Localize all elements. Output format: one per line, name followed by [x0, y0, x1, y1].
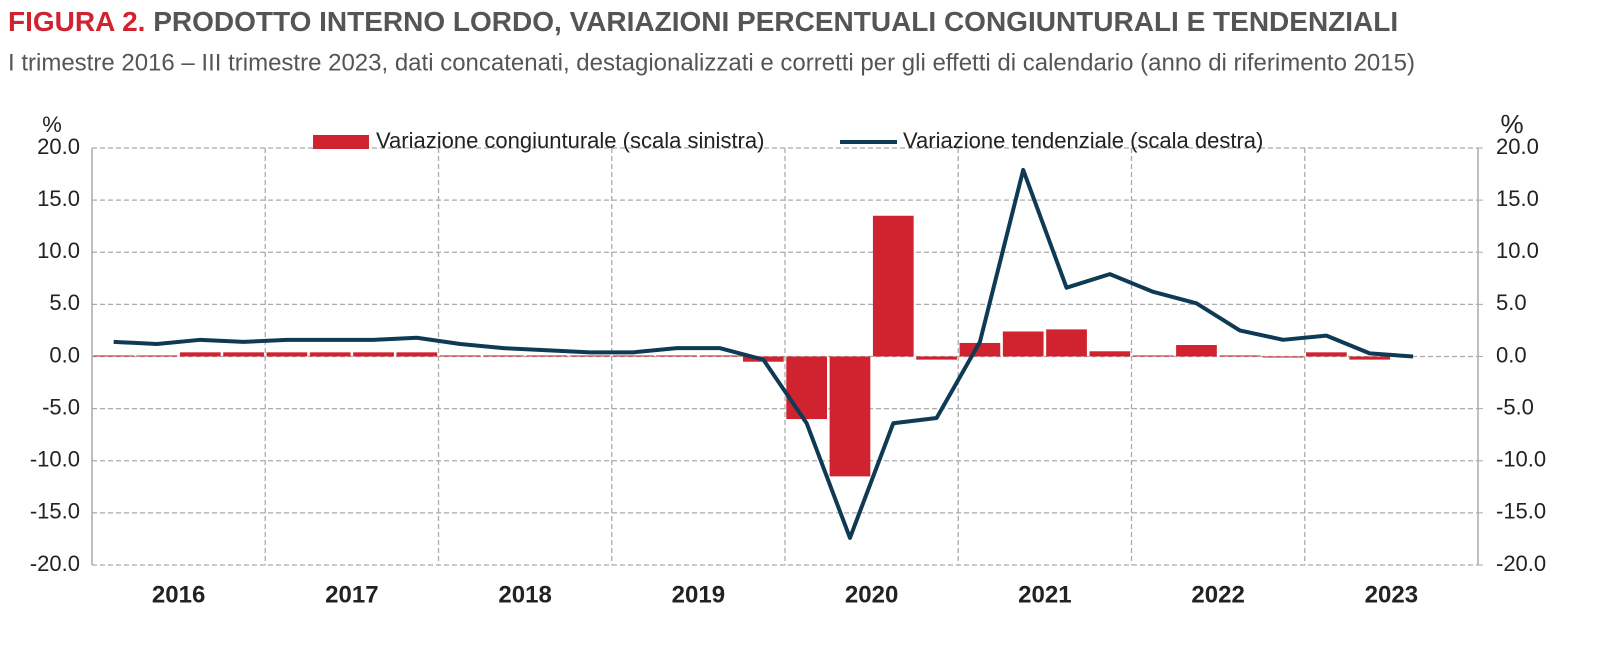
- legend-swatch: [313, 135, 369, 149]
- y-tick-label: -5.0: [42, 394, 80, 419]
- bar: [1176, 345, 1217, 357]
- bar: [179, 352, 221, 357]
- bar: [136, 355, 178, 357]
- chart-subtitle: I trimestre 2016 – III trimestre 2023, d…: [8, 49, 1415, 76]
- y2-tick-label: 0.0: [1496, 342, 1527, 367]
- bar: [959, 342, 1001, 357]
- bar: [656, 355, 698, 357]
- y2-tick-label: -5.0: [1496, 394, 1534, 419]
- bar: [1132, 355, 1174, 357]
- bar: [872, 215, 914, 357]
- y2-tick-label: 5.0: [1496, 290, 1527, 315]
- y2-tick-label: -10.0: [1496, 447, 1546, 472]
- y2-tick-label: -15.0: [1496, 499, 1546, 524]
- line: [113, 167, 1414, 540]
- y2-tick-label: 20.0: [1496, 134, 1539, 159]
- bar: [699, 355, 741, 357]
- bar: [309, 352, 351, 357]
- y-tick-label: 20.0: [37, 134, 80, 159]
- x-year-label: 2017: [325, 581, 378, 608]
- y2-unit: %: [1500, 109, 1523, 139]
- chart-heading: FIGURA 2. PRODOTTO INTERNO LORDO, VARIAZ…: [8, 6, 1398, 37]
- bar: [223, 352, 264, 357]
- x-year-label: 2020: [845, 581, 898, 608]
- bar: [1219, 355, 1261, 357]
- bar: [1349, 356, 1391, 360]
- y-tick-label: -15.0: [30, 499, 80, 524]
- x-year-label: 2019: [672, 581, 725, 608]
- y-tick-label: 5.0: [49, 290, 80, 315]
- x-year-label: 2016: [152, 581, 205, 608]
- figure-label: FIGURA 2.: [8, 6, 145, 37]
- y-tick-label: 10.0: [37, 238, 80, 263]
- bar: [1002, 331, 1044, 357]
- x-year-label: 2022: [1191, 581, 1244, 608]
- bar: [93, 355, 135, 357]
- bar: [353, 352, 394, 357]
- bar: [266, 352, 308, 357]
- legend-label: Variazione tendenziale (scala destra): [903, 128, 1263, 153]
- y2-tick-label: 10.0: [1496, 238, 1539, 263]
- y-tick-label: 15.0: [37, 186, 80, 211]
- y-tick-label: -10.0: [30, 447, 80, 472]
- bar: [1089, 351, 1131, 357]
- legend-label: Variazione congiunturale (scala sinistra…: [376, 128, 764, 153]
- y-unit: %: [42, 112, 62, 137]
- chart-title: PRODOTTO INTERNO LORDO, VARIAZIONI PERCE…: [153, 6, 1398, 37]
- x-year-label: 2023: [1365, 581, 1418, 608]
- x-year-label: 2018: [498, 581, 551, 608]
- y-tick-label: -20.0: [30, 551, 80, 576]
- bar: [396, 352, 438, 357]
- bar: [829, 356, 871, 477]
- y-tick-label: 0.0: [49, 342, 80, 367]
- x-year-label: 2021: [1018, 581, 1071, 608]
- bar: [1262, 356, 1304, 358]
- y2-tick-label: -20.0: [1496, 551, 1546, 576]
- y2-tick-label: 15.0: [1496, 186, 1539, 211]
- bar: [613, 355, 654, 357]
- bar: [1046, 329, 1087, 357]
- bar: [526, 355, 568, 357]
- bar: [786, 356, 828, 420]
- bar: [439, 355, 481, 357]
- bar: [916, 356, 957, 360]
- bar: [483, 355, 524, 357]
- bar: [1306, 352, 1347, 357]
- bar: [569, 355, 611, 357]
